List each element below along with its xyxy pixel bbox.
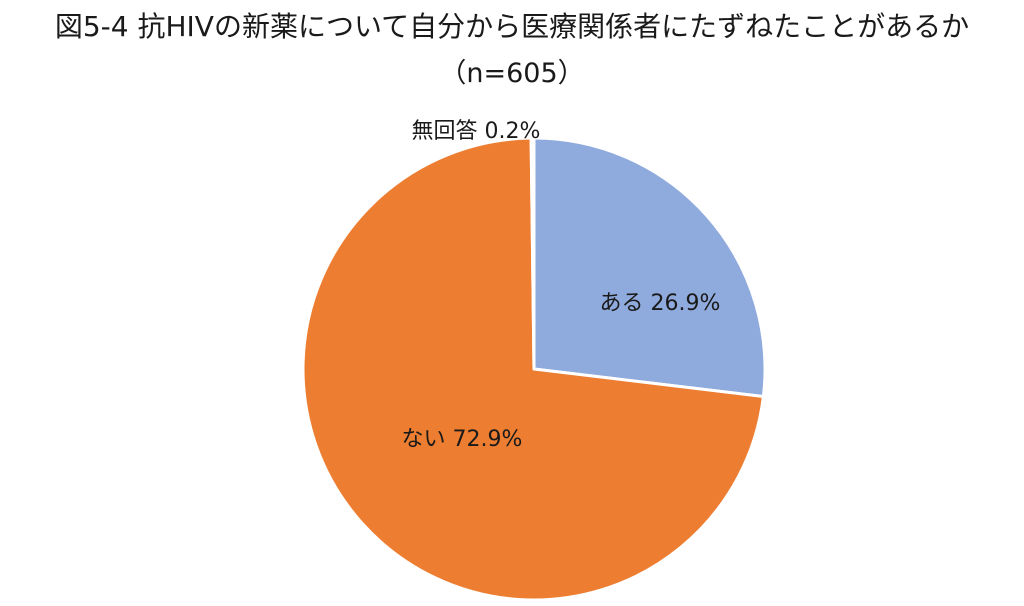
pie-slice-1 <box>532 136 767 399</box>
chart-subtitle: （n=605） <box>439 58 585 89</box>
pie-labels: ある 26.9% ない 72.9% 無回答 0.2% <box>402 119 721 452</box>
pie-data-label-3: 無回答 0.2% <box>412 119 541 144</box>
pie-data-label-2: ない 72.9% <box>402 427 523 452</box>
pie-slice-3 <box>529 136 536 371</box>
chart-title: 図5-4 抗HIVの新薬について自分から医療関係者にたずねたことがあるか <box>54 10 970 43</box>
pie-slices <box>301 136 767 602</box>
pie-data-label-1: ある 26.9% <box>600 291 721 316</box>
